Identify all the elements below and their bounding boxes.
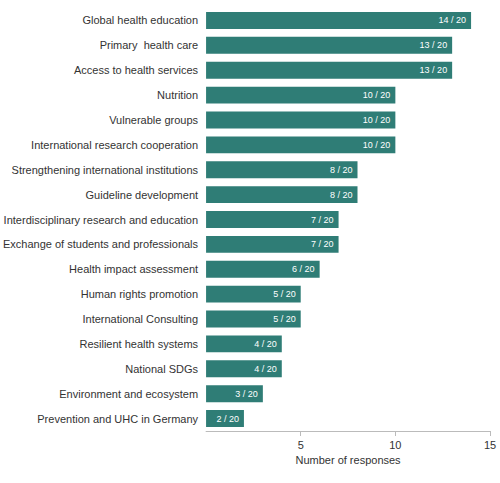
- svg-text:Guideline development: Guideline development: [86, 189, 199, 201]
- svg-text:International Consulting: International Consulting: [82, 313, 198, 325]
- svg-text:7 / 20: 7 / 20: [311, 215, 334, 225]
- svg-text:15: 15: [484, 439, 496, 451]
- svg-text:8 / 20: 8 / 20: [330, 190, 353, 200]
- svg-text:Primary health care: Primary health care: [100, 39, 198, 51]
- svg-text:2 / 20: 2 / 20: [216, 414, 239, 424]
- svg-text:Human rights promotion: Human rights promotion: [81, 288, 198, 300]
- svg-text:7 / 20: 7 / 20: [311, 239, 334, 249]
- svg-text:5 / 20: 5 / 20: [273, 289, 296, 299]
- svg-text:3 / 20: 3 / 20: [235, 389, 258, 399]
- svg-text:5 / 20: 5 / 20: [273, 314, 296, 324]
- svg-text:6 / 20: 6 / 20: [292, 264, 315, 274]
- svg-text:10: 10: [389, 439, 401, 451]
- svg-text:8 / 20: 8 / 20: [330, 165, 353, 175]
- svg-text:5: 5: [298, 439, 304, 451]
- svg-text:13 / 20: 13 / 20: [420, 40, 448, 50]
- svg-text:Strengthening international in: Strengthening international institutions: [12, 164, 199, 176]
- svg-text:Access to health services: Access to health services: [74, 64, 199, 76]
- svg-text:4 / 20: 4 / 20: [254, 339, 277, 349]
- svg-text:Environment and ecosystem: Environment and ecosystem: [59, 388, 198, 400]
- svg-text:Vulnerable groups: Vulnerable groups: [109, 114, 198, 126]
- svg-text:Interdisciplinary research and: Interdisciplinary research and education: [4, 214, 198, 226]
- svg-text:4 / 20: 4 / 20: [254, 364, 277, 374]
- svg-text:Prevention and UHC in Germany: Prevention and UHC in Germany: [37, 413, 198, 425]
- svg-text:Health impact assessment: Health impact assessment: [69, 263, 198, 275]
- svg-text:Resilient health systems: Resilient health systems: [79, 338, 198, 350]
- svg-text:Nutrition: Nutrition: [157, 89, 198, 101]
- svg-text:International research coopera: International research cooperation: [31, 139, 198, 151]
- svg-text:13 / 20: 13 / 20: [420, 65, 448, 75]
- svg-text:10 / 20: 10 / 20: [363, 115, 391, 125]
- svg-text:Global health education: Global health education: [82, 14, 198, 26]
- svg-text:10 / 20: 10 / 20: [363, 90, 391, 100]
- svg-text:Exchange of students and profe: Exchange of students and professionals: [3, 238, 199, 250]
- svg-text:Number of responses: Number of responses: [295, 454, 401, 466]
- svg-text:10 / 20: 10 / 20: [363, 140, 391, 150]
- svg-text:National SDGs: National SDGs: [125, 363, 198, 375]
- svg-text:14 / 20: 14 / 20: [439, 15, 467, 25]
